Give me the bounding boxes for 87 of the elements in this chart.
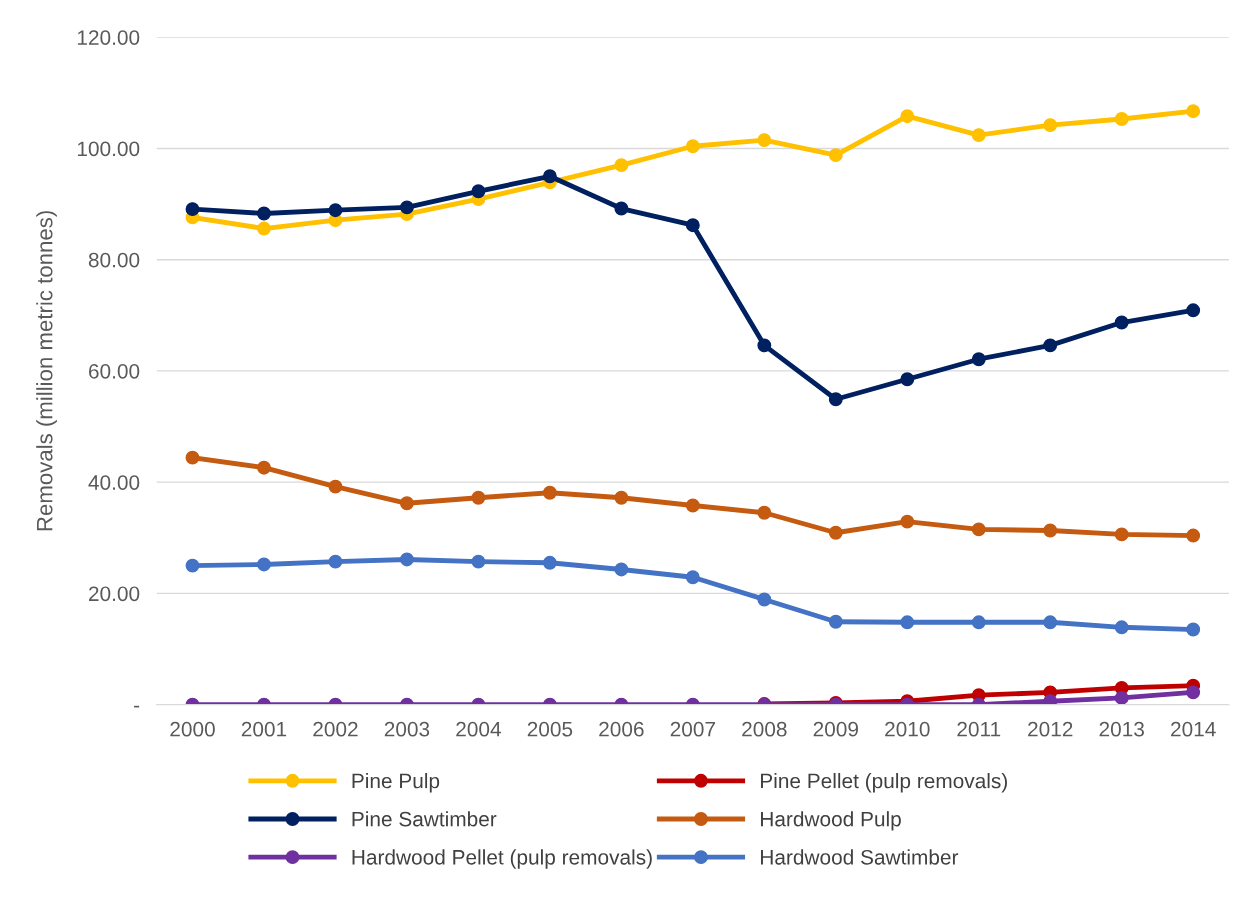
point — [542, 169, 557, 184]
point — [971, 128, 986, 143]
point — [1043, 523, 1058, 538]
x-tick-label: 2004 — [456, 721, 501, 737]
y-tick-label: 60.00 — [89, 363, 140, 379]
x-tick-label: 2002 — [313, 721, 358, 737]
point — [614, 562, 629, 577]
point — [900, 109, 915, 124]
point — [971, 352, 986, 367]
point — [185, 558, 200, 573]
point — [757, 338, 772, 353]
point — [185, 450, 200, 465]
point — [471, 184, 486, 199]
legend-label: Hardwood Sawtimber — [761, 849, 959, 865]
point — [471, 554, 486, 569]
point — [1043, 615, 1058, 630]
point — [257, 221, 271, 236]
x-tick-label: 2005 — [527, 721, 573, 737]
point — [828, 392, 843, 407]
point — [971, 522, 986, 537]
x-tick-label: 2011 — [957, 721, 1001, 737]
point — [1186, 303, 1201, 318]
legend-label: Pine Sawtimber — [352, 811, 497, 827]
point — [900, 514, 915, 529]
point — [1186, 104, 1201, 119]
point — [542, 485, 557, 500]
point — [614, 490, 629, 505]
y-tick-label: 80.00 — [88, 252, 140, 268]
point — [328, 554, 343, 569]
point — [828, 525, 843, 540]
point — [1043, 338, 1058, 353]
point — [614, 201, 629, 216]
point — [257, 557, 271, 572]
point — [471, 490, 486, 505]
point — [257, 206, 271, 221]
x-tick-label: 2009 — [813, 721, 858, 737]
y-tick-label: 120.00 — [77, 30, 140, 45]
x-tick-label: 2006 — [599, 721, 644, 737]
point — [757, 133, 772, 148]
x-tick-label: 2014 — [1171, 721, 1216, 737]
legend-label: Pine Pulp — [352, 773, 440, 793]
x-tick-label: 2013 — [1099, 721, 1144, 737]
legend-label: Pine Pellet (pulp removals) — [761, 773, 1007, 793]
point — [328, 479, 343, 494]
point — [1186, 685, 1201, 700]
point — [685, 570, 700, 585]
point — [828, 614, 843, 629]
point — [399, 496, 414, 511]
point — [757, 505, 772, 520]
point — [185, 202, 200, 217]
legend-label: Hardwood Pellet (pulp removals) — [352, 849, 652, 869]
x-tick-label: 2010 — [885, 721, 930, 737]
point — [1114, 315, 1129, 330]
point — [328, 203, 343, 218]
x-tick-label: 2003 — [384, 721, 430, 737]
x-tick-label: 2007 — [670, 721, 715, 737]
point — [1114, 690, 1129, 705]
y-tick-label: - — [134, 705, 140, 708]
point — [1114, 112, 1129, 126]
point — [1043, 694, 1058, 705]
y-tick-label: 40.00 — [88, 475, 140, 490]
point — [685, 218, 700, 233]
point — [399, 200, 414, 215]
x-tick-label: 2001 — [241, 721, 287, 737]
point — [971, 615, 986, 630]
point — [685, 498, 700, 513]
point — [685, 139, 700, 154]
legend-label: Hardwood Pulp — [761, 811, 901, 831]
y-tick-label: 20.00 — [89, 586, 140, 602]
point — [1043, 118, 1058, 133]
point — [1186, 528, 1201, 543]
point — [1186, 622, 1201, 637]
point — [757, 592, 772, 607]
y-tick-label: 100.00 — [77, 141, 140, 157]
x-tick-label: 2008 — [742, 721, 787, 737]
x-tick-label: 2000 — [170, 721, 215, 737]
point — [828, 148, 843, 163]
point — [614, 158, 629, 173]
point — [257, 460, 271, 475]
point — [1114, 620, 1129, 635]
y-axis-title: Removals (million metric tonnes) — [36, 211, 57, 531]
point — [900, 372, 915, 387]
x-tick-label: 2012 — [1028, 721, 1073, 737]
point — [399, 552, 414, 567]
point — [900, 615, 915, 630]
point — [542, 555, 557, 570]
point — [1114, 527, 1129, 542]
